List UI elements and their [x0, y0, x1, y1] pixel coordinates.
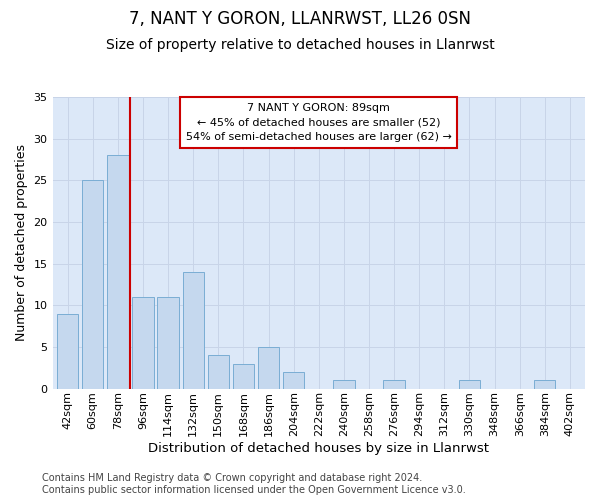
Text: 7, NANT Y GORON, LLANRWST, LL26 0SN: 7, NANT Y GORON, LLANRWST, LL26 0SN	[129, 10, 471, 28]
Bar	[107, 156, 128, 388]
Bar	[459, 380, 480, 388]
Text: Contains HM Land Registry data © Crown copyright and database right 2024.
Contai: Contains HM Land Registry data © Crown c…	[42, 474, 466, 495]
X-axis label: Distribution of detached houses by size in Llanrwst: Distribution of detached houses by size …	[148, 442, 489, 455]
Bar	[333, 380, 355, 388]
Text: 7 NANT Y GORON: 89sqm
← 45% of detached houses are smaller (52)
54% of semi-deta: 7 NANT Y GORON: 89sqm ← 45% of detached …	[186, 103, 452, 142]
Bar	[233, 364, 254, 388]
Bar	[82, 180, 103, 388]
Bar	[132, 297, 154, 388]
Bar	[383, 380, 405, 388]
Bar	[258, 347, 279, 389]
Bar	[182, 272, 204, 388]
Bar	[57, 314, 78, 388]
Bar	[283, 372, 304, 388]
Bar	[208, 355, 229, 388]
Text: Size of property relative to detached houses in Llanrwst: Size of property relative to detached ho…	[106, 38, 494, 52]
Bar	[534, 380, 556, 388]
Y-axis label: Number of detached properties: Number of detached properties	[15, 144, 28, 342]
Bar	[157, 297, 179, 388]
